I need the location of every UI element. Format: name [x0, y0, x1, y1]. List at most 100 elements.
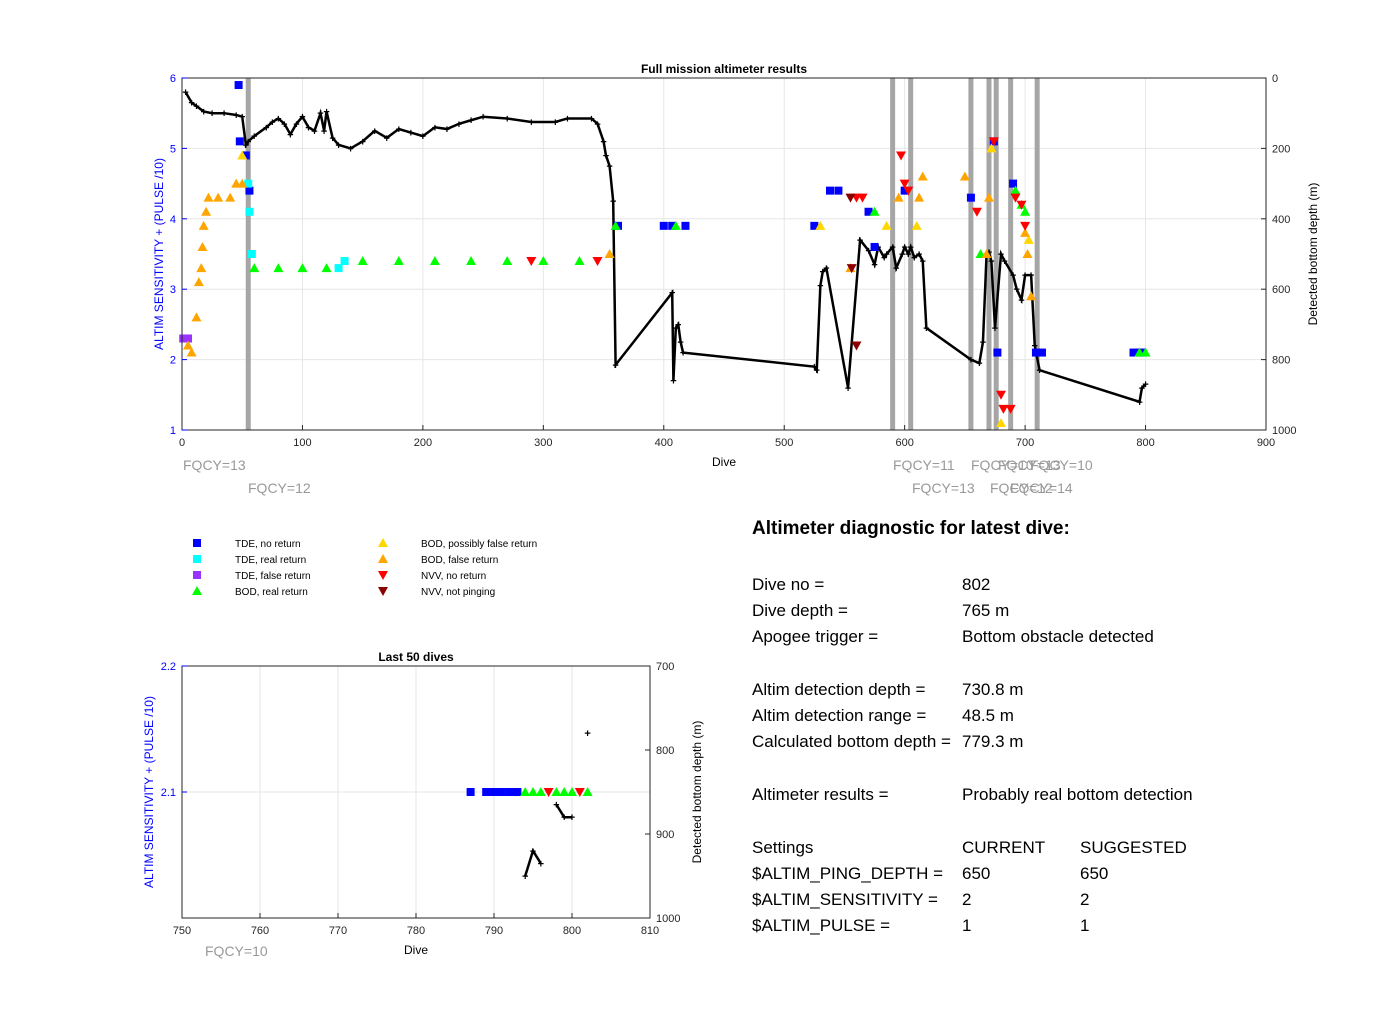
x-tick-label: 700: [1016, 437, 1034, 449]
data-point: [235, 137, 244, 146]
bottom-depth-point: +: [584, 728, 590, 740]
bottom-depth-point: +: [480, 112, 486, 124]
data-point: [505, 788, 514, 796]
bottom-depth-point: +: [269, 117, 275, 129]
bottom-depth-point: +: [538, 858, 544, 870]
bottom-depth-point: +: [317, 108, 323, 120]
data-point: [245, 207, 254, 216]
setting-current: 1: [962, 916, 972, 935]
suggested-label: SUGGESTED: [1080, 838, 1187, 857]
settings-label: Settings: [752, 838, 814, 857]
data-point: [574, 788, 585, 797]
legend-marker: [378, 571, 388, 580]
data-point: [497, 788, 506, 796]
bottom-depth-point: +: [323, 106, 329, 118]
data-point: [538, 256, 549, 266]
bottom-depth-point: +: [569, 812, 575, 824]
y-tick-label: 1: [170, 425, 176, 437]
data-point: [914, 192, 925, 202]
data-point: [1010, 193, 1021, 203]
bottom-depth-point: +: [1032, 341, 1038, 353]
data-point: [959, 171, 970, 181]
bottom-depth-point: +: [209, 108, 215, 120]
data-point: [881, 220, 892, 230]
data-point: [191, 312, 202, 322]
data-point: [249, 263, 260, 273]
bottom-depth-point: +: [444, 124, 450, 136]
y2-tick-label: 0: [1272, 73, 1278, 85]
bottom-depth-point: +: [893, 263, 899, 275]
bottom-depth-point: +: [1036, 365, 1042, 377]
data-point: [526, 257, 537, 267]
data-point: [610, 220, 621, 230]
bottom-depth-point: +: [916, 249, 922, 261]
fqcy-label: FQCY=12: [990, 480, 1053, 496]
bottom-depth-point: +: [564, 113, 570, 125]
bottom-depth-point: +: [200, 106, 206, 118]
bottom-depth-point: +: [305, 122, 311, 134]
y2-tick-label: 600: [1272, 284, 1290, 296]
bottom-depth-point: +: [371, 126, 377, 138]
data-point: [857, 193, 868, 203]
results-value: Probably real bottom detection: [962, 785, 1193, 804]
bottom-depth-point: +: [677, 337, 683, 349]
y-tick-label: 2.1: [161, 787, 176, 799]
dive-depth-label: Dive depth =: [752, 601, 848, 620]
bottom-depth-point: +: [588, 113, 594, 125]
data-point: [520, 787, 531, 796]
bottom-depth-point: +: [287, 129, 293, 141]
data-point: [988, 137, 999, 147]
bottom-depth-line: [524, 847, 542, 877]
bottom-depth-point: +: [552, 117, 558, 129]
data-point: [567, 787, 577, 796]
data-point: [234, 81, 243, 90]
bottom-depth-point: +: [311, 126, 317, 138]
bottom-depth-point: +: [384, 133, 390, 145]
bottom-depth-point: +: [245, 136, 251, 148]
data-point: [183, 340, 194, 350]
bottom-depth-point: +: [1022, 270, 1028, 282]
bottom-depth-point: +: [1013, 284, 1019, 296]
data-point: [543, 788, 554, 797]
data-point: [198, 220, 209, 230]
x-tick-label: 800: [563, 925, 581, 937]
data-point: [321, 263, 332, 273]
bottom-depth-point: +: [530, 846, 536, 858]
dive-depth-value: 765 m: [962, 601, 1010, 620]
legend-label: NVV, not pinging: [421, 587, 495, 598]
data-point: [1005, 404, 1016, 414]
bottom-depth-point: +: [594, 119, 600, 131]
bottom-depth-point: +: [553, 800, 559, 812]
x-tick-label: 800: [1136, 437, 1154, 449]
main-chart: +++ + + + + +++ ++ + + +++++ ++++++ +++++ + ++ + + + + + + +…: [170, 73, 1297, 449]
bottom-depth-point: +: [359, 136, 365, 148]
data-point: [466, 256, 477, 266]
y2-tick-label: 200: [1272, 143, 1290, 155]
data-point: [825, 186, 834, 195]
data-point: [247, 250, 256, 258]
setting-current: 650: [962, 864, 991, 883]
data-point: [1037, 348, 1046, 357]
bottom-depth-point: +: [976, 358, 982, 370]
data-point: [201, 206, 212, 216]
plot-frame: [181, 77, 1267, 431]
main-y-axis-label: ALTIM SENSITIVITY + (PULSE /10): [152, 158, 166, 350]
y2-tick-label: 700: [656, 661, 674, 673]
data-point: [273, 263, 284, 273]
data-point: [896, 151, 907, 161]
bottom-depth-point: +: [670, 376, 676, 388]
fqcy-label: FQCY=10: [205, 943, 268, 959]
data-point: [1020, 206, 1031, 216]
data-point: [186, 347, 197, 357]
x-tick-label: 100: [293, 437, 311, 449]
fqcy-label: FQCY=13: [912, 480, 975, 496]
current-label: CURRENT: [962, 838, 1046, 857]
data-point: [604, 249, 615, 258]
bottom-depth-point: +: [1139, 383, 1145, 395]
bottom-depth-point: +: [603, 150, 609, 162]
dive-no-label: Dive no =: [752, 575, 825, 594]
fqcy-label: FQCY=12: [248, 480, 311, 496]
data-point: [845, 193, 856, 203]
setting-suggested: 1: [1080, 916, 1090, 935]
